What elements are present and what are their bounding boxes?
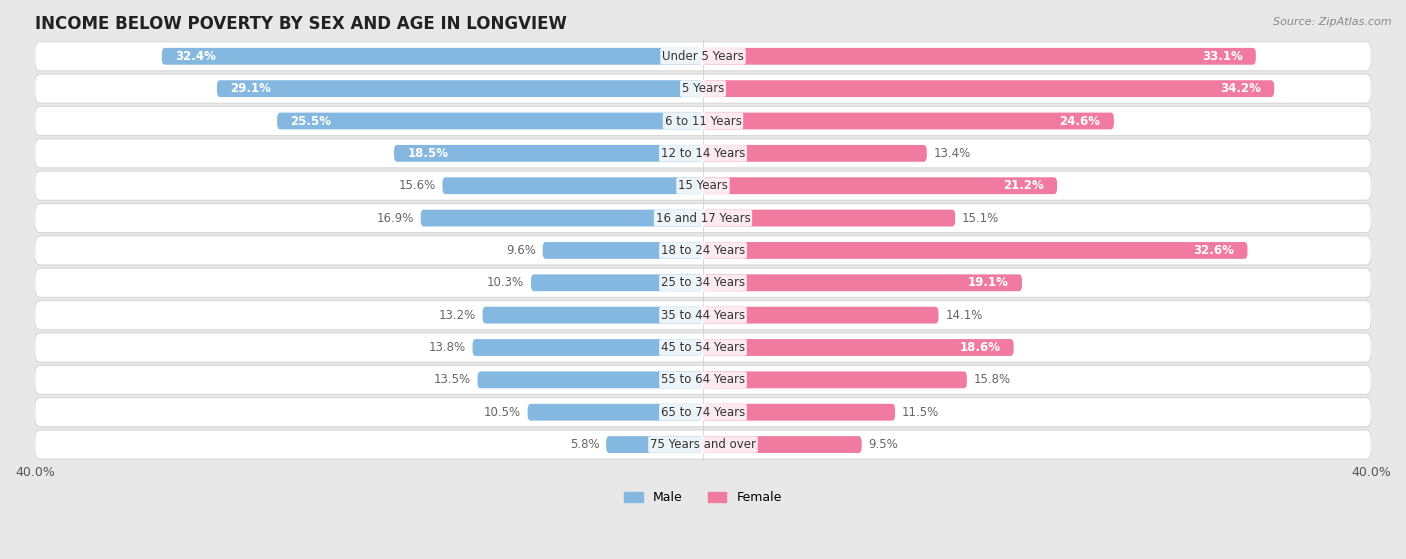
Text: 24.6%: 24.6% <box>1060 115 1101 127</box>
Text: 18.6%: 18.6% <box>959 341 1000 354</box>
FancyBboxPatch shape <box>35 74 1371 103</box>
Text: Source: ZipAtlas.com: Source: ZipAtlas.com <box>1274 17 1392 27</box>
FancyBboxPatch shape <box>606 436 703 453</box>
FancyBboxPatch shape <box>703 242 1247 259</box>
Text: 32.4%: 32.4% <box>176 50 217 63</box>
Text: 15.6%: 15.6% <box>398 179 436 192</box>
FancyBboxPatch shape <box>703 274 1022 291</box>
Text: 9.6%: 9.6% <box>506 244 536 257</box>
FancyBboxPatch shape <box>703 112 1114 130</box>
Text: 45 to 54 Years: 45 to 54 Years <box>661 341 745 354</box>
FancyBboxPatch shape <box>478 371 703 389</box>
FancyBboxPatch shape <box>703 210 955 226</box>
FancyBboxPatch shape <box>35 301 1371 330</box>
FancyBboxPatch shape <box>443 177 703 194</box>
Text: 34.2%: 34.2% <box>1220 82 1261 95</box>
FancyBboxPatch shape <box>35 430 1371 459</box>
Text: 10.3%: 10.3% <box>486 276 524 290</box>
FancyBboxPatch shape <box>35 171 1371 200</box>
FancyBboxPatch shape <box>703 80 1274 97</box>
FancyBboxPatch shape <box>394 145 703 162</box>
Text: 32.6%: 32.6% <box>1194 244 1234 257</box>
Text: 5.8%: 5.8% <box>569 438 599 451</box>
Text: 13.5%: 13.5% <box>433 373 471 386</box>
Text: 55 to 64 Years: 55 to 64 Years <box>661 373 745 386</box>
Text: 15 Years: 15 Years <box>678 179 728 192</box>
Text: 25 to 34 Years: 25 to 34 Years <box>661 276 745 290</box>
FancyBboxPatch shape <box>703 177 1057 194</box>
FancyBboxPatch shape <box>703 48 1256 65</box>
Text: 16 and 17 Years: 16 and 17 Years <box>655 211 751 225</box>
Text: 9.5%: 9.5% <box>869 438 898 451</box>
FancyBboxPatch shape <box>35 42 1371 71</box>
FancyBboxPatch shape <box>35 106 1371 136</box>
Text: 25.5%: 25.5% <box>291 115 332 127</box>
Text: 18.5%: 18.5% <box>408 147 449 160</box>
Text: 5 Years: 5 Years <box>682 82 724 95</box>
FancyBboxPatch shape <box>531 274 703 291</box>
Legend: Male, Female: Male, Female <box>619 486 787 509</box>
FancyBboxPatch shape <box>703 371 967 389</box>
Text: 75 Years and over: 75 Years and over <box>650 438 756 451</box>
Text: Under 5 Years: Under 5 Years <box>662 50 744 63</box>
Text: 35 to 44 Years: 35 to 44 Years <box>661 309 745 321</box>
FancyBboxPatch shape <box>35 397 1371 427</box>
FancyBboxPatch shape <box>482 307 703 324</box>
Text: 21.2%: 21.2% <box>1002 179 1043 192</box>
FancyBboxPatch shape <box>543 242 703 259</box>
FancyBboxPatch shape <box>35 333 1371 362</box>
Text: 11.5%: 11.5% <box>901 406 939 419</box>
Text: 13.4%: 13.4% <box>934 147 970 160</box>
FancyBboxPatch shape <box>277 112 703 130</box>
Text: 10.5%: 10.5% <box>484 406 522 419</box>
Text: 16.9%: 16.9% <box>377 211 413 225</box>
Text: 29.1%: 29.1% <box>231 82 271 95</box>
Text: 14.1%: 14.1% <box>945 309 983 321</box>
FancyBboxPatch shape <box>35 203 1371 233</box>
Text: 65 to 74 Years: 65 to 74 Years <box>661 406 745 419</box>
Text: 33.1%: 33.1% <box>1202 50 1243 63</box>
FancyBboxPatch shape <box>703 436 862 453</box>
Text: INCOME BELOW POVERTY BY SEX AND AGE IN LONGVIEW: INCOME BELOW POVERTY BY SEX AND AGE IN L… <box>35 15 567 33</box>
Text: 15.1%: 15.1% <box>962 211 1000 225</box>
FancyBboxPatch shape <box>703 145 927 162</box>
FancyBboxPatch shape <box>35 365 1371 395</box>
Text: 13.8%: 13.8% <box>429 341 465 354</box>
FancyBboxPatch shape <box>35 268 1371 297</box>
Text: 13.2%: 13.2% <box>439 309 475 321</box>
FancyBboxPatch shape <box>162 48 703 65</box>
FancyBboxPatch shape <box>35 139 1371 168</box>
FancyBboxPatch shape <box>217 80 703 97</box>
FancyBboxPatch shape <box>420 210 703 226</box>
Text: 19.1%: 19.1% <box>967 276 1008 290</box>
FancyBboxPatch shape <box>472 339 703 356</box>
Text: 18 to 24 Years: 18 to 24 Years <box>661 244 745 257</box>
Text: 12 to 14 Years: 12 to 14 Years <box>661 147 745 160</box>
Text: 6 to 11 Years: 6 to 11 Years <box>665 115 741 127</box>
FancyBboxPatch shape <box>703 307 938 324</box>
FancyBboxPatch shape <box>527 404 703 420</box>
FancyBboxPatch shape <box>35 236 1371 265</box>
FancyBboxPatch shape <box>703 339 1014 356</box>
Text: 15.8%: 15.8% <box>973 373 1011 386</box>
FancyBboxPatch shape <box>703 404 896 420</box>
